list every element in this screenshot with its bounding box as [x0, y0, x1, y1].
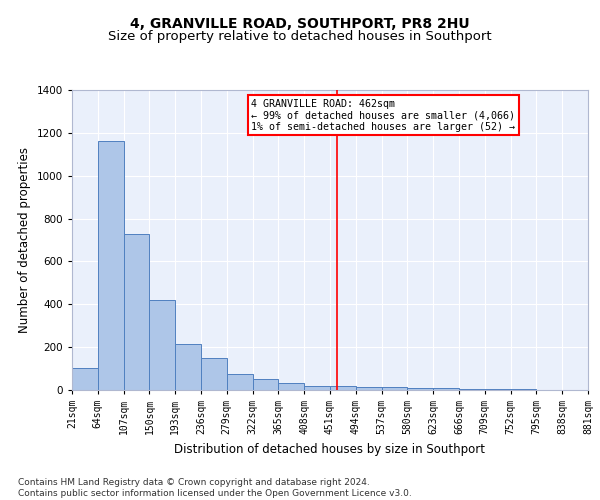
Bar [227, 374, 253, 390]
Bar [485, 389, 511, 390]
Bar [278, 382, 304, 390]
Bar [330, 386, 356, 390]
Bar [304, 386, 330, 390]
Bar [511, 389, 536, 390]
Bar [72, 368, 98, 390]
Bar [98, 142, 124, 390]
Text: 4 GRANVILLE ROAD: 462sqm
← 99% of detached houses are smaller (4,066)
1% of semi: 4 GRANVILLE ROAD: 462sqm ← 99% of detach… [251, 98, 515, 132]
Bar [201, 358, 227, 390]
Bar [253, 380, 278, 390]
Bar [356, 387, 382, 390]
Bar [459, 389, 485, 390]
X-axis label: Distribution of detached houses by size in Southport: Distribution of detached houses by size … [175, 442, 485, 456]
Text: Contains HM Land Registry data © Crown copyright and database right 2024.
Contai: Contains HM Land Registry data © Crown c… [18, 478, 412, 498]
Y-axis label: Number of detached properties: Number of detached properties [18, 147, 31, 333]
Bar [382, 387, 407, 390]
Bar [407, 388, 433, 390]
Text: 4, GRANVILLE ROAD, SOUTHPORT, PR8 2HU: 4, GRANVILLE ROAD, SOUTHPORT, PR8 2HU [130, 18, 470, 32]
Bar [149, 300, 175, 390]
Bar [175, 344, 201, 390]
Bar [124, 234, 149, 390]
Bar [433, 388, 459, 390]
Text: Size of property relative to detached houses in Southport: Size of property relative to detached ho… [108, 30, 492, 43]
